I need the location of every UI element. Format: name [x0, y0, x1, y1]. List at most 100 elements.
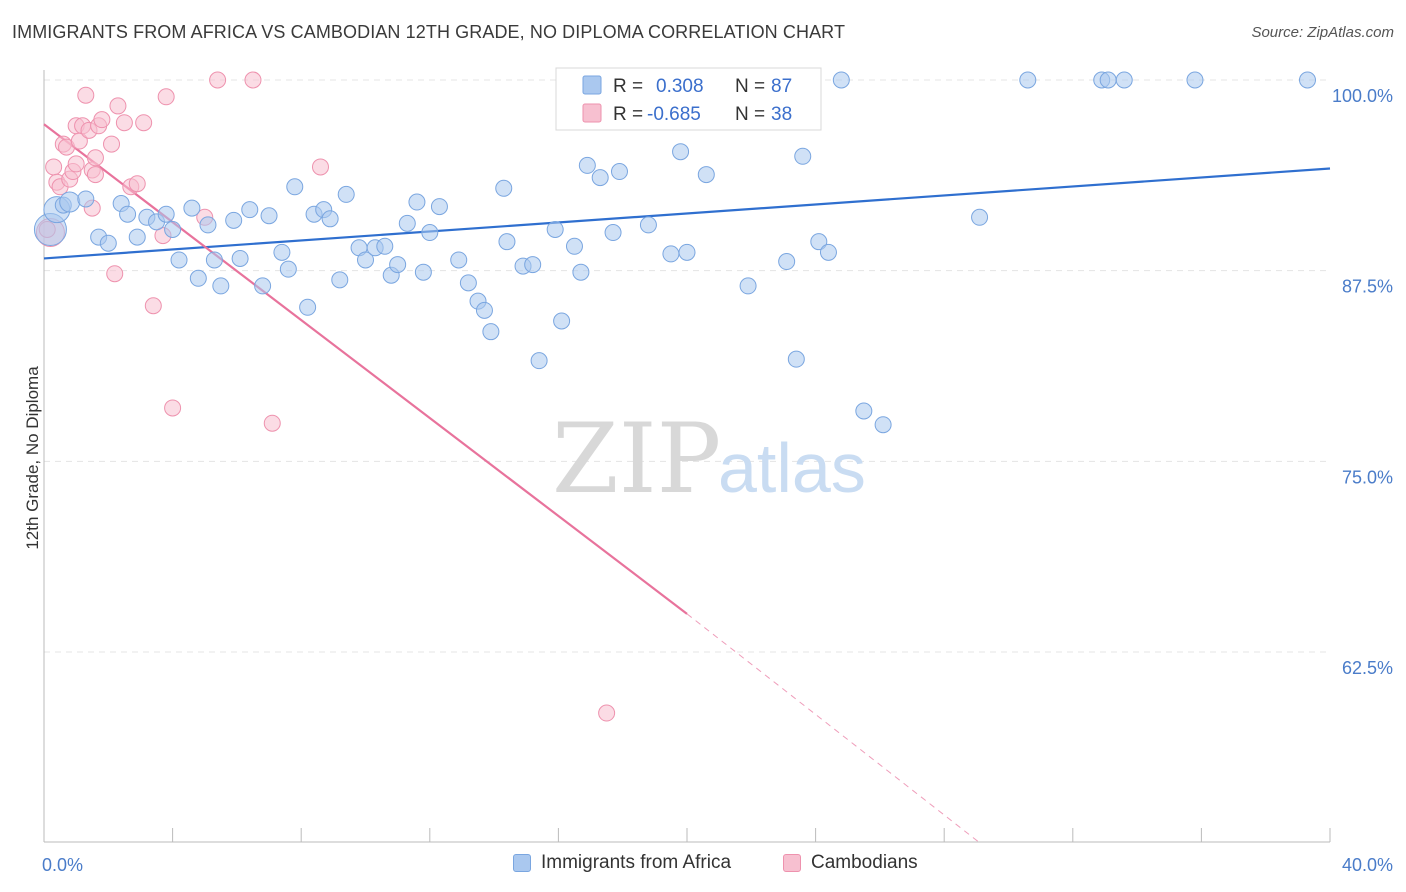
cambodians-point [93, 111, 111, 129]
africa-point [231, 249, 249, 267]
africa-point [205, 251, 223, 269]
legend-n-value-pink: 38 [771, 104, 792, 125]
cambodians-point [144, 297, 162, 315]
africa-trend-line [43, 167, 1331, 260]
y-tick-label: 100.0% [1332, 86, 1393, 106]
africa-point [376, 237, 394, 255]
legend-r-value-blue: 0.308 [656, 76, 704, 97]
cambodians-point [109, 97, 127, 115]
source-credit: Source: ZipAtlas.com [1251, 24, 1394, 41]
x-tick-label: 0.0% [42, 855, 83, 875]
africa-point [610, 163, 628, 181]
africa-point [357, 251, 374, 269]
africa-point [189, 269, 207, 287]
cambodians-point [209, 71, 227, 89]
africa-point [157, 205, 175, 223]
africa-point [672, 143, 690, 161]
stats-legend: R = 0.308 N = 87 R = -0.685 N = 38 [555, 67, 822, 131]
legend-r-value-pink: -0.685 [647, 104, 701, 125]
africa-point [482, 323, 500, 341]
y-tick-label: 62.5% [1342, 658, 1393, 678]
watermark-atlas: atlas [718, 429, 866, 507]
legend-n-label-pink: N = [735, 104, 765, 125]
africa-point [524, 256, 542, 274]
chart-title: IMMIGRANTS FROM AFRICA VS CAMBODIAN 12TH… [12, 22, 846, 42]
cambodians-point [135, 114, 153, 132]
cambodians-point [157, 88, 175, 106]
africa-point [591, 169, 609, 187]
africa-point [697, 166, 715, 184]
africa-point [810, 233, 828, 251]
africa-point [572, 263, 590, 281]
cambodians-point [598, 704, 616, 722]
legend-swatch-cambodians [783, 854, 801, 872]
cambodians-point [67, 155, 85, 173]
cambodians-point [128, 175, 146, 193]
africa-point [874, 416, 892, 434]
africa-point [59, 191, 81, 213]
cambodians-point [77, 86, 95, 104]
africa-point [183, 199, 201, 217]
africa-point [421, 224, 439, 242]
legend-label-africa: Immigrants from Africa [541, 852, 732, 873]
cambodians-point [86, 166, 104, 184]
africa-point [77, 190, 95, 208]
africa-point [1019, 71, 1037, 89]
series-legend: Immigrants from Africa Cambodians [0, 852, 1406, 882]
africa-point [337, 185, 355, 203]
x-tick-label: 40.0% [1342, 855, 1393, 875]
y-axis-label: 12th Grade, No Diploma [23, 366, 42, 550]
africa-point [331, 271, 349, 289]
africa-point [495, 179, 513, 197]
axes [43, 70, 1331, 843]
legend-label-cambodians: Cambodians [811, 852, 918, 873]
africa-point [1099, 71, 1117, 89]
africa-point [855, 402, 873, 420]
africa-point [546, 220, 564, 238]
cambodians-trend-extension [686, 613, 980, 844]
africa-point [787, 350, 805, 368]
africa-point [678, 243, 696, 261]
africa-point [273, 243, 291, 261]
africa-point [398, 214, 416, 232]
legend-n-label-blue: N = [735, 76, 765, 97]
africa-point [819, 243, 837, 261]
africa-point [662, 245, 680, 263]
africa-point [260, 207, 278, 225]
legend-item-cambodians: Cambodians [783, 852, 918, 874]
cambodians-point [45, 158, 63, 176]
africa-point [530, 352, 548, 370]
africa-point [299, 298, 317, 316]
africa-point [553, 312, 571, 330]
africa-point [225, 211, 243, 229]
legend-r-label-pink: R = [613, 104, 643, 125]
africa-point [1298, 71, 1316, 89]
africa-point [212, 277, 230, 295]
gridlines [44, 79, 1330, 653]
legend-r-label-blue: R = [613, 76, 643, 97]
cambodians-point [106, 265, 124, 283]
africa-point [604, 224, 622, 242]
cambodians-point [244, 71, 262, 89]
legend-item-africa: Immigrants from Africa [513, 852, 731, 874]
africa-point [971, 208, 989, 226]
africa-points [33, 71, 1316, 434]
watermark-zip: ZIP [552, 403, 721, 515]
africa-point [639, 216, 657, 234]
cambodians-point [103, 135, 121, 153]
legend-swatch-blue [582, 75, 602, 95]
africa-point [578, 156, 596, 174]
africa-point [565, 237, 583, 255]
trend-lines [43, 123, 1331, 844]
africa-point [778, 253, 796, 271]
africa-point [408, 193, 426, 211]
africa-point [459, 274, 477, 292]
africa-point [119, 205, 137, 223]
africa-point [832, 71, 850, 89]
africa-point [450, 251, 468, 269]
africa-point [321, 210, 339, 228]
cambodians-point [164, 399, 182, 417]
africa-point [389, 256, 407, 274]
cambodians-point [311, 158, 329, 176]
